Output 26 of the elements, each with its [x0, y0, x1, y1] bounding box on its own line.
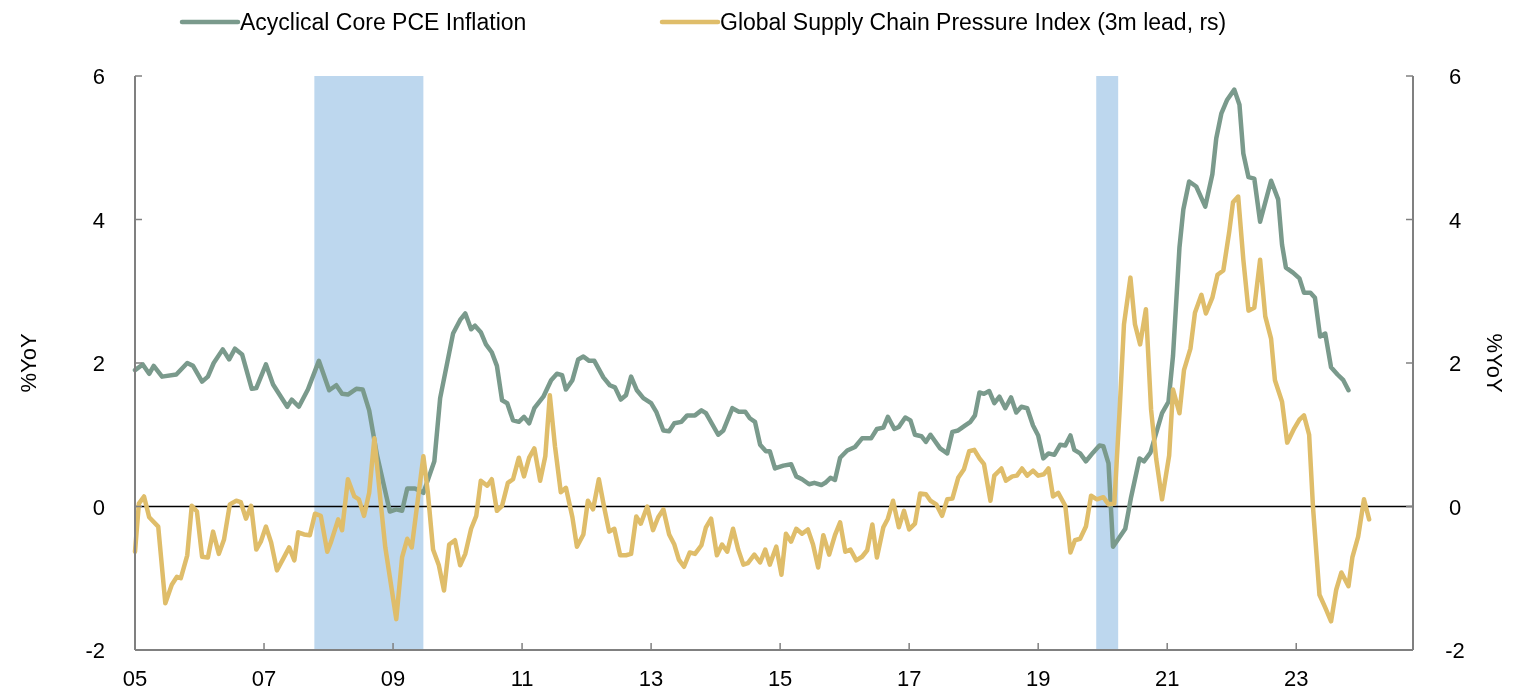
legend-label: Global Supply Chain Pressure Index (3m lead, rs): [720, 9, 1227, 35]
x-tick-label: 09: [380, 666, 406, 691]
y-tick-label: 0: [92, 494, 105, 520]
y-tick-label: 2: [92, 351, 105, 376]
y2-tick-label: 6: [1448, 64, 1462, 89]
y2-tick-label: -2: [1445, 638, 1465, 663]
x-tick-label: 07: [251, 666, 277, 691]
y2-tick-label: 0: [1448, 494, 1462, 520]
y2-axis-title: %YoY: [1482, 333, 1507, 393]
legend-label: Acyclical Core PCE Inflation: [240, 9, 527, 35]
x-tick-label: 13: [638, 666, 664, 691]
x-tick-label: 21: [1154, 666, 1180, 691]
line-series: [132, 194, 1372, 624]
x-tick-label: 05: [122, 666, 148, 691]
x-tick-label: 17: [896, 666, 922, 691]
x-tick-label: 23: [1283, 666, 1309, 691]
x-tick-label: 19: [1025, 666, 1051, 691]
line-series: [132, 87, 1351, 549]
y2-tick-label: 4: [1448, 207, 1462, 233]
y-tick-label: 4: [92, 207, 105, 233]
y-tick-label: -2: [85, 638, 105, 663]
y-axis-title: %YoY: [16, 333, 41, 393]
x-tick-label: 11: [510, 666, 534, 691]
y-tick-label: 6: [92, 64, 105, 89]
y2-tick-label: 2: [1448, 351, 1462, 376]
x-tick-label: 15: [767, 666, 793, 691]
